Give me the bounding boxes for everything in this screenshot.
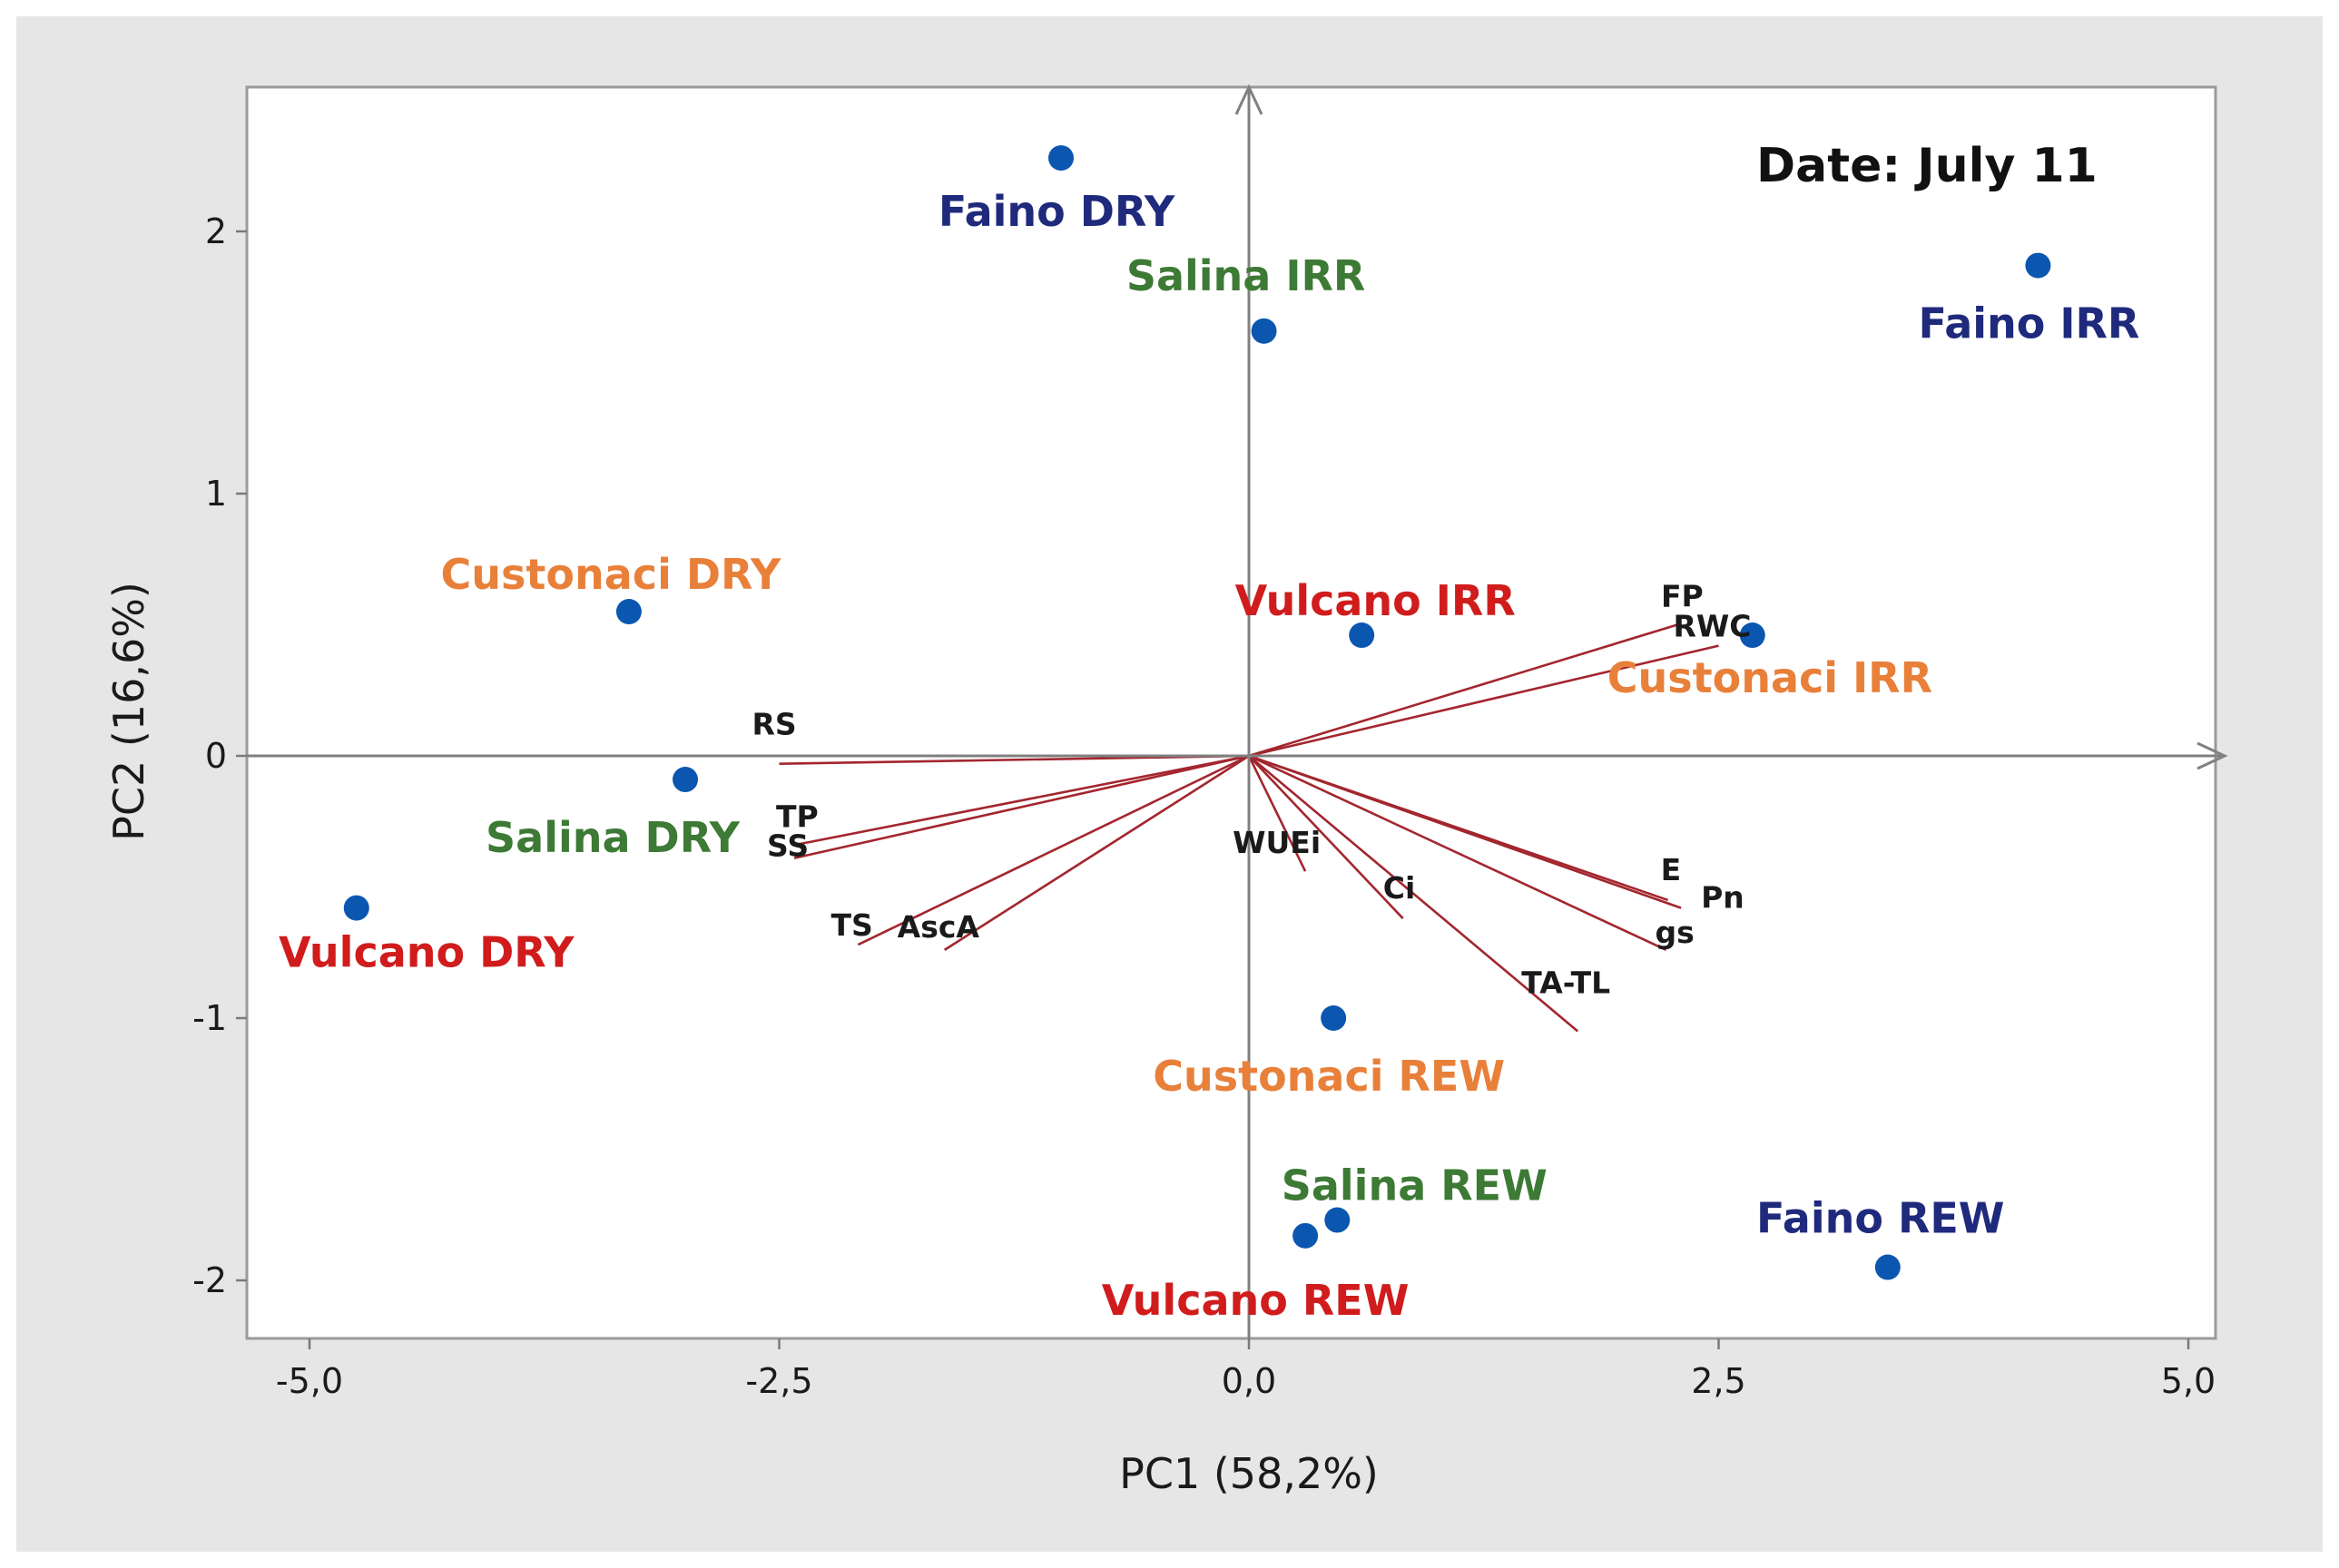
center-axes — [247, 83, 2228, 1338]
loading-vector — [1248, 754, 1667, 952]
observation-point — [1874, 1254, 1901, 1280]
loadings-layer — [779, 623, 1719, 1033]
y-tick-label: -1 — [192, 998, 227, 1038]
y-tick-label: 2 — [205, 211, 227, 251]
x-axis-arrow-icon — [2196, 741, 2228, 770]
ticks: -5,0 -2,5 0,0 2,5 5,0 -2 -1 0 1 2 — [192, 211, 2216, 1401]
loading-label: TS — [830, 907, 872, 943]
y-tick-label: -2 — [192, 1260, 227, 1300]
x-tick-label: 5,0 — [2161, 1361, 2216, 1401]
y-axis-arrow-icon — [1234, 83, 1263, 115]
x-tick-label: -2,5 — [745, 1361, 812, 1401]
loading-vector — [1248, 754, 1682, 909]
observation-label: Vulcano IRR — [1235, 576, 1516, 625]
loading-label: WUEi — [1233, 825, 1321, 860]
loading-vector — [1247, 755, 1307, 872]
observation-label: Faino IRR — [1918, 299, 2139, 348]
observation-label: Salina REW — [1282, 1161, 1548, 1210]
x-tick-label: 2,5 — [1691, 1361, 1745, 1401]
loading-label: E — [1661, 852, 1682, 887]
loading-vector — [857, 754, 1250, 946]
observations-layer — [343, 145, 2051, 1280]
observation-point — [1251, 318, 1277, 344]
observation-label: Salina DRY — [486, 813, 741, 862]
loading-label: RWC — [1674, 609, 1752, 644]
loading-vector — [1248, 623, 1678, 758]
loading-vector — [793, 754, 1250, 847]
loading-vector — [1248, 755, 1404, 920]
observation-point — [1349, 622, 1375, 649]
loading-label: Ci — [1383, 870, 1416, 906]
loading-label: RS — [752, 707, 797, 742]
observation-point — [1048, 145, 1074, 172]
loading-label: TP — [776, 799, 819, 834]
loading-vector — [1248, 644, 1719, 758]
plot-area — [245, 85, 2217, 1340]
observation-point — [1739, 622, 1765, 649]
observation-point — [673, 767, 698, 793]
observation-point — [1321, 1005, 1347, 1031]
date-annotation: Date: July 11 — [1756, 139, 2098, 193]
observation-point — [343, 895, 369, 921]
observation-point — [2025, 252, 2051, 279]
x-axis-title: PC1 (58,2%) — [1119, 1449, 1379, 1498]
loading-vector — [793, 754, 1250, 859]
observation-label: Faino REW — [1756, 1194, 2004, 1243]
loading-label: FP — [1661, 579, 1704, 614]
observation-label: Custonaci REW — [1153, 1052, 1505, 1101]
observation-point — [1324, 1207, 1351, 1233]
loading-label: SS — [767, 828, 809, 864]
loading-label: Pn — [1701, 880, 1744, 916]
loading-vector — [1248, 755, 1579, 1033]
observation-label: Custonaci IRR — [1607, 653, 1932, 702]
observation-label: Vulcano DRY — [279, 928, 575, 977]
x-tick-label: 0,0 — [1222, 1361, 1276, 1401]
loading-label: AscA — [898, 909, 980, 945]
y-tick-label: 0 — [205, 736, 227, 776]
observation-label: Salina IRR — [1126, 251, 1365, 300]
observation-label: Custonaci DRY — [441, 550, 781, 599]
x-tick-label: -5,0 — [276, 1361, 343, 1401]
loading-vector — [943, 754, 1250, 951]
loading-label: gs — [1656, 915, 1695, 950]
y-tick-label: 1 — [205, 474, 227, 514]
observation-point — [615, 599, 642, 625]
y-axis-title: PC2 (16,6%) — [104, 582, 153, 841]
observation-label: Faino DRY — [939, 187, 1175, 236]
observation-label: Vulcano REW — [1102, 1276, 1410, 1325]
loading-label: TA-TL — [1521, 965, 1610, 1000]
observation-point — [1292, 1222, 1319, 1249]
